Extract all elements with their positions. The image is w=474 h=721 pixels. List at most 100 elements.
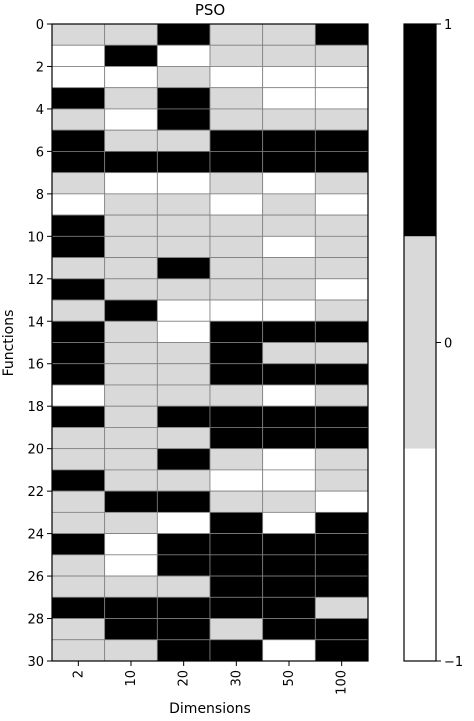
heatmap-cell <box>104 108 158 131</box>
heatmap-cell <box>156 150 211 174</box>
heatmap-cell <box>156 511 211 534</box>
heatmap-cell <box>262 469 316 492</box>
heatmap-cell <box>314 299 369 322</box>
heatmap-cell <box>104 363 158 386</box>
heatmap-cell <box>209 490 264 513</box>
heatmap-cell <box>314 214 369 237</box>
heatmap-cell <box>262 363 316 386</box>
heatmap-cell <box>262 511 316 534</box>
heatmap-cell <box>104 193 158 216</box>
heatmap-cell <box>262 490 316 513</box>
x-tick-label: 20 <box>177 670 192 687</box>
heatmap-cell <box>156 639 211 662</box>
chart-title: PSO <box>195 1 225 19</box>
heatmap-cell <box>262 66 316 89</box>
heatmap-cell <box>314 193 369 216</box>
heatmap-cell <box>104 87 158 110</box>
heatmap-cell <box>104 469 158 492</box>
colorbar-segment <box>404 448 436 661</box>
heatmap-cell <box>51 66 106 89</box>
heatmap-cell <box>51 23 106 46</box>
heatmap-cell <box>156 554 211 577</box>
heatmap-cell <box>314 66 369 89</box>
heatmap-cell <box>51 129 106 152</box>
heatmap-cell <box>51 448 106 471</box>
heatmap-cell <box>51 257 106 280</box>
x-axis: 2 10 20 30 50 100 <box>71 661 350 695</box>
heatmap-cell <box>156 618 211 641</box>
heatmap-cell <box>156 342 211 365</box>
heatmap-cell <box>51 342 106 365</box>
heatmap-cell <box>262 575 316 598</box>
x-axis-label: Dimensions <box>169 701 251 717</box>
heatmap-cell <box>262 172 316 195</box>
y-tick-label: 24 <box>27 528 44 543</box>
y-tick-label: 16 <box>27 358 44 373</box>
heatmap-cell <box>104 235 158 258</box>
y-tick-label: 6 <box>36 145 44 160</box>
heatmap-cell <box>314 618 369 641</box>
heatmap-cell <box>156 427 211 450</box>
heatmap-cell <box>314 363 369 386</box>
heatmap-cell <box>262 23 316 46</box>
heatmap-cell <box>104 299 158 322</box>
heatmap-cell <box>262 554 316 577</box>
heatmap-cell <box>51 87 106 110</box>
heatmap-cell <box>314 129 369 152</box>
heatmap-cell <box>262 639 316 662</box>
heatmap-cell <box>314 469 369 492</box>
heatmap-cell <box>51 511 106 534</box>
heatmap-cell <box>314 533 369 556</box>
heatmap-cell <box>156 448 211 471</box>
y-tick-label: 28 <box>27 613 44 628</box>
heatmap-cell <box>209 66 264 89</box>
heatmap-cell <box>262 44 316 67</box>
heatmap-cell <box>209 469 264 492</box>
y-tick-label: 20 <box>27 443 44 458</box>
heatmap-cell <box>314 320 369 343</box>
heatmap-cell <box>51 618 106 641</box>
heatmap-cell <box>156 235 211 258</box>
heatmap-cell <box>314 342 369 365</box>
heatmap-cell <box>262 405 316 428</box>
heatmap-cell <box>209 44 264 67</box>
heatmap-cell <box>262 108 316 131</box>
heatmap-cell <box>104 214 158 237</box>
heatmap-cell <box>314 554 369 577</box>
heatmap-cell <box>209 299 264 322</box>
heatmap-cell <box>104 44 158 67</box>
heatmap-cell <box>51 427 106 450</box>
colorbar-tick-label: 1 <box>444 18 452 33</box>
heatmap-cell <box>314 427 369 450</box>
heatmap-cell <box>104 129 158 152</box>
heatmap-cell <box>156 469 211 492</box>
heatmap-cell <box>209 129 264 152</box>
colorbar-segment <box>404 24 436 237</box>
colorbar-tick-label: 0 <box>444 337 452 352</box>
heatmap-cell <box>51 639 106 662</box>
heatmap-cell <box>209 511 264 534</box>
heatmap-cell <box>156 533 211 556</box>
heatmap-cell <box>51 320 106 343</box>
heatmap-cell <box>314 575 369 598</box>
heatmap-cell <box>209 108 264 131</box>
heatmap-cell <box>104 172 158 195</box>
heatmap-cell <box>262 533 316 556</box>
heatmap-cell <box>156 405 211 428</box>
heatmap-cells <box>51 23 369 662</box>
y-axis-label: Functions <box>1 310 17 377</box>
heatmap-cell <box>104 575 158 598</box>
heatmap-cell <box>209 533 264 556</box>
heatmap-cell <box>262 596 316 619</box>
heatmap-cell <box>262 235 316 258</box>
heatmap-cell <box>156 172 211 195</box>
y-tick-label: 22 <box>27 485 44 500</box>
heatmap-cell <box>51 384 106 407</box>
heatmap-cell <box>156 193 211 216</box>
heatmap-cell <box>209 427 264 450</box>
y-tick-label: 26 <box>27 570 44 585</box>
x-tick-label: 30 <box>229 670 244 687</box>
heatmap-cell <box>156 129 211 152</box>
heatmap-cell <box>104 405 158 428</box>
